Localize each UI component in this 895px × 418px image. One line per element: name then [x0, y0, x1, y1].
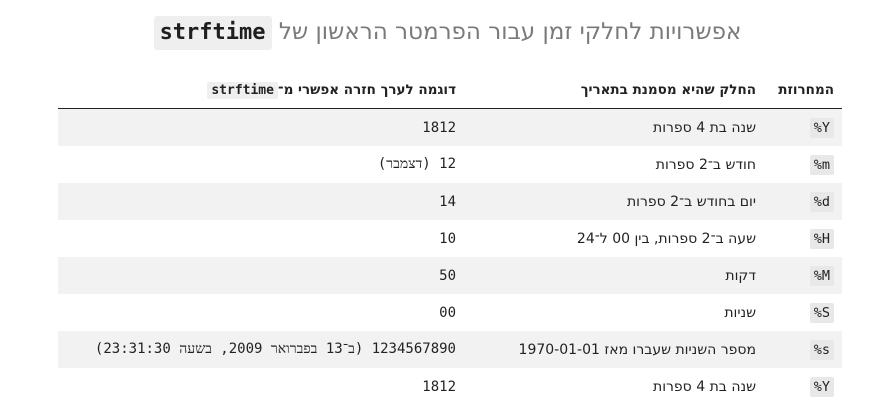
page-title-text: אפשרויות לחלקי זמן עבור הפרמטר הראשון של — [278, 19, 742, 45]
header-example-text: דוגמה לערך חזרה אפשרי מ־ — [277, 81, 456, 98]
directive-cell: %Y — [764, 108, 842, 146]
example-cell: 00 — [58, 294, 464, 331]
directive-code: %H — [809, 228, 834, 249]
table-row: %H שעה ב־2 ספרות, בין 00 ל־24 10 — [58, 220, 842, 257]
directive-code: %Y — [809, 376, 834, 397]
table-row: %Y שנה בת 4 ספרות 1812 — [58, 368, 842, 405]
meaning-cell: שנה בת 4 ספרות — [464, 368, 764, 405]
table-row: %m חודש ב־2 ספרות 12 (דצמבר) — [58, 146, 842, 183]
header-example: דוגמה לערך חזרה אפשרי מ־strftime — [58, 72, 464, 109]
table-row: %S שניות 00 — [58, 294, 842, 331]
header-directive: המחרוזת — [764, 72, 842, 109]
example-cell: 1812 — [58, 108, 464, 146]
meaning-cell: דקות — [464, 257, 764, 294]
page-title-code: strftime — [153, 15, 272, 50]
example-cell: 12 (דצמבר) — [58, 146, 464, 183]
directive-cell: %m — [764, 146, 842, 183]
table-row: %Y שנה בת 4 ספרות 1812 — [58, 108, 842, 146]
directive-code: %M — [809, 265, 834, 286]
table-row: %s מספר השניות שעברו מאז 1970-01-01 123456… — [58, 331, 842, 368]
directive-cell: %S — [764, 294, 842, 331]
example-cell: 1234567890 (ב־13 בפברואר 2009, בשעה 23:3… — [58, 331, 464, 368]
meaning-cell: שעה ב־2 ספרות, בין 00 ל־24 — [464, 220, 764, 257]
page-title: אפשרויות לחלקי זמן עבור הפרמטר הראשון של… — [0, 12, 895, 52]
table-header-row: המחרוזת החלק שהיא מסמנת בתאריך דוגמה לער… — [58, 72, 842, 109]
directive-cell: %s — [764, 331, 842, 368]
directive-code: %s — [809, 339, 834, 360]
directive-code: %S — [809, 302, 834, 323]
table-row: %d יום בחודש ב־2 ספרות 14 — [58, 183, 842, 220]
meaning-cell: חודש ב־2 ספרות — [464, 146, 764, 183]
directive-cell: %H — [764, 220, 842, 257]
example-cell: 1812 — [58, 368, 464, 405]
header-example-code: strftime — [207, 81, 278, 99]
directive-code: %Y — [809, 117, 834, 138]
directive-cell: %d — [764, 183, 842, 220]
meaning-cell: שניות — [464, 294, 764, 331]
directive-cell: %Y — [764, 368, 842, 405]
directive-code: %d — [809, 191, 834, 212]
directive-code: %m — [809, 154, 834, 175]
meaning-cell: מספר השניות שעברו מאז 1970-01-01 — [464, 331, 764, 368]
meaning-cell: יום בחודש ב־2 ספרות — [464, 183, 764, 220]
header-meaning: החלק שהיא מסמנת בתאריך — [464, 72, 764, 109]
example-cell: 14 — [58, 183, 464, 220]
meaning-cell: שנה בת 4 ספרות — [464, 108, 764, 146]
example-cell: 50 — [58, 257, 464, 294]
table-row: %M דקות 50 — [58, 257, 842, 294]
strftime-options-table: המחרוזת החלק שהיא מסמנת בתאריך דוגמה לער… — [58, 72, 842, 405]
example-cell: 10 — [58, 220, 464, 257]
directive-cell: %M — [764, 257, 842, 294]
